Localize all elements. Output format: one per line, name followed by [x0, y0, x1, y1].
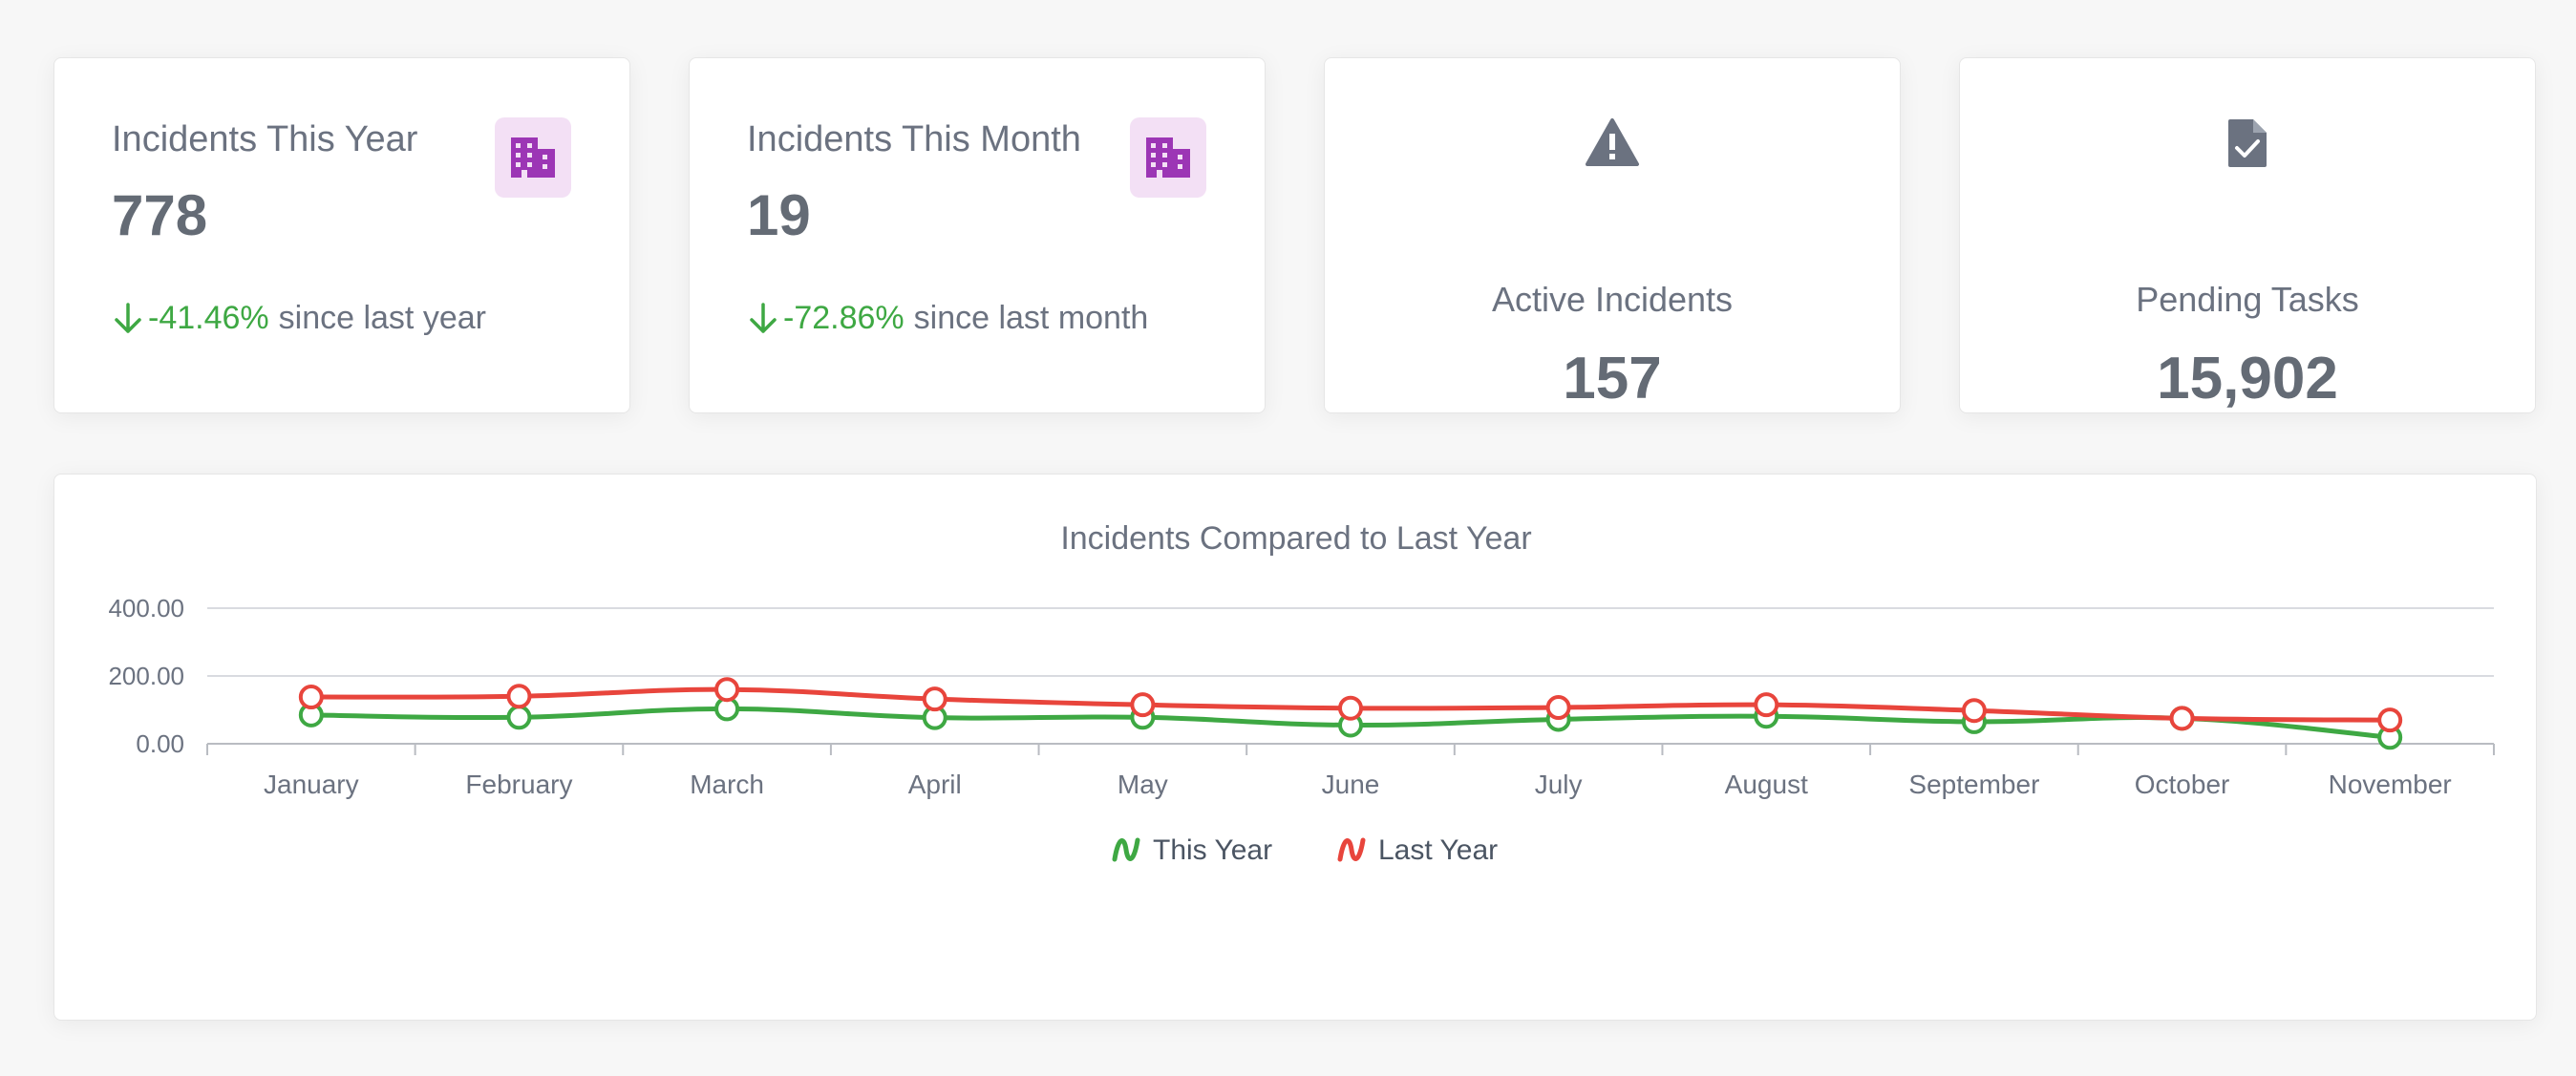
incidents-line-chart: Incidents Compared to Last Year 0.00 200.…: [108, 520, 2495, 866]
legend-item-last-year[interactable]: Last Year: [1337, 834, 1498, 866]
legend-label: This Year: [1153, 834, 1272, 866]
warning-icon: [1586, 118, 1639, 166]
last-year-point[interactable]: [1338, 695, 1363, 721]
last-year-point[interactable]: [922, 686, 947, 712]
incidents-this-month-card: Incidents This Month 19 -72.86% since la…: [689, 57, 1266, 413]
legend-item-this-year[interactable]: This Year: [1112, 834, 1272, 866]
legend-label: Last Year: [1378, 834, 1498, 866]
last-year-point[interactable]: [2377, 707, 2403, 733]
x-tick-label: June: [1322, 770, 1380, 799]
building-icon: [495, 117, 571, 198]
file-check-icon: [2228, 119, 2267, 167]
incidents-chart-card: Incidents Compared to Last Year 0.00 200.…: [53, 474, 2537, 1021]
incidents-this-month-value: 19: [747, 183, 811, 247]
last-year-point[interactable]: [1545, 695, 1571, 721]
last-year-point[interactable]: [714, 677, 740, 703]
incidents-this-year-change: -41.46% since last year: [112, 300, 486, 337]
active-incidents-card: Active Incidents 157: [1324, 57, 1901, 413]
incidents-this-month-change: -72.86% since last month: [747, 300, 1148, 337]
active-incidents-label: Active Incidents: [1491, 280, 1734, 319]
x-tick-label: August: [1725, 770, 1808, 799]
incidents-this-month-change-percent: -72.86%: [783, 300, 905, 336]
x-tick-label: February: [465, 770, 572, 799]
incidents-this-year-change-text: since last year: [278, 300, 486, 336]
y-tick-label: 200.00: [108, 662, 184, 690]
y-tick-label: 400.00: [108, 594, 184, 622]
last-year-point[interactable]: [1754, 692, 1779, 718]
last-year-point[interactable]: [1130, 692, 1156, 718]
y-tick-label: 0.00: [136, 729, 184, 758]
last-year-point[interactable]: [298, 685, 324, 710]
building-icon: [1130, 117, 1206, 198]
last-year-point[interactable]: [506, 684, 532, 709]
x-tick-label: March: [690, 770, 764, 799]
incidents-this-year-change-percent: -41.46%: [148, 300, 269, 336]
active-incidents-value: 157: [1563, 346, 1662, 411]
x-tick-label: July: [1535, 770, 1583, 799]
x-tick-label: September: [1908, 770, 2039, 799]
incidents-this-month-change-text: since last month: [913, 300, 1149, 336]
x-tick-label: October: [2135, 770, 2230, 799]
x-tick-label: May: [1118, 770, 1168, 799]
incidents-this-year-title: Incidents This Year: [112, 119, 418, 159]
this-year-point[interactable]: [506, 705, 532, 730]
x-tick-label: January: [264, 770, 359, 799]
last-year-point[interactable]: [1961, 698, 1987, 724]
incidents-this-month-title: Incidents This Month: [747, 119, 1081, 159]
chart-title: Incidents Compared to Last Year: [1060, 520, 1531, 557]
legend-line-icon: [1337, 837, 1366, 862]
incidents-this-year-card: Incidents This Year 778 -41.46% since la…: [53, 57, 630, 413]
legend-line-icon: [1112, 837, 1140, 862]
pending-tasks-card: Pending Tasks 15,902: [1959, 57, 2536, 413]
incidents-this-year-value: 778: [112, 183, 208, 247]
arrow-down-icon: [115, 302, 141, 333]
pending-tasks-value: 15,902: [2157, 346, 2338, 411]
x-tick-label: November: [2329, 770, 2452, 799]
last-year-point[interactable]: [2169, 706, 2195, 731]
arrow-down-icon: [750, 302, 777, 333]
pending-tasks-label: Pending Tasks: [2136, 280, 2359, 319]
x-tick-label: April: [908, 770, 962, 799]
